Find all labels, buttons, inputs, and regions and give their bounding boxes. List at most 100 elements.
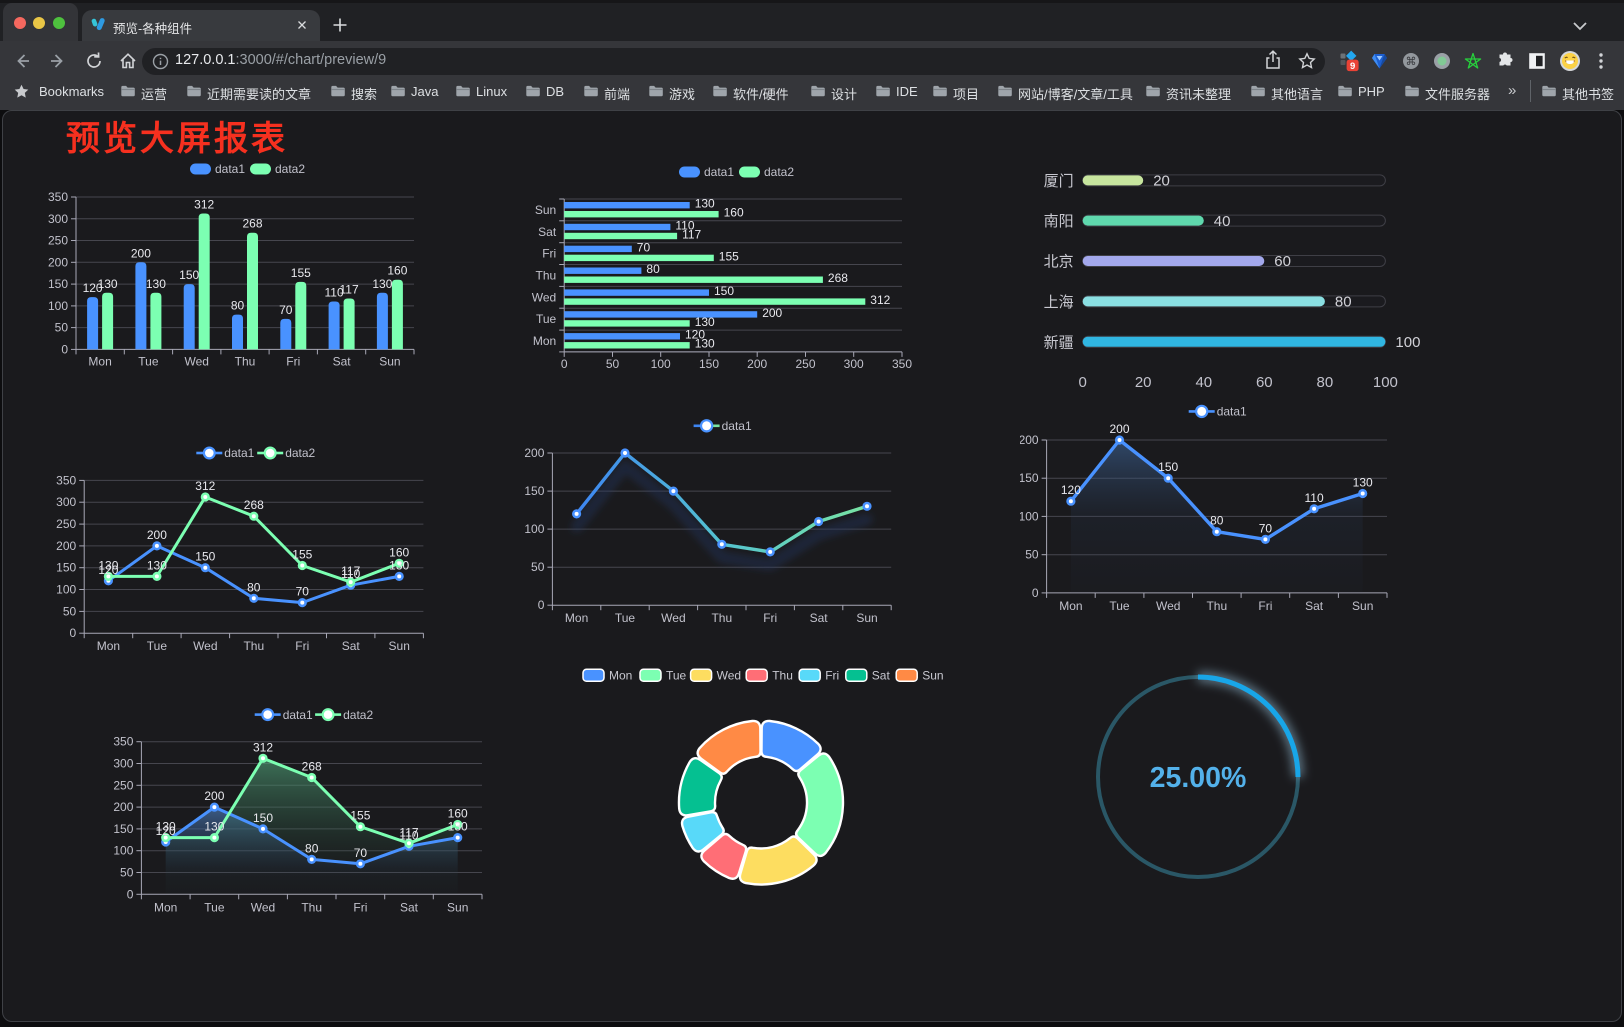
svg-text:Wed: Wed [193, 639, 217, 653]
svg-text:Wed: Wed [1156, 599, 1180, 613]
svg-text:150: 150 [714, 284, 734, 298]
svg-text:Mon: Mon [154, 900, 177, 914]
svg-text:Tue: Tue [1109, 599, 1130, 613]
svg-text:350: 350 [113, 735, 133, 749]
svg-text:Thu: Thu [243, 639, 264, 653]
svg-text:160: 160 [448, 807, 468, 821]
svg-text:150: 150 [179, 268, 199, 282]
svg-text:312: 312 [870, 293, 890, 307]
svg-text:厦门: 厦门 [1044, 173, 1074, 190]
svg-text:200: 200 [762, 306, 782, 320]
svg-text:50: 50 [120, 866, 134, 880]
svg-text:Sat: Sat [400, 900, 419, 914]
svg-text:70: 70 [279, 303, 293, 317]
svg-text:200: 200 [1020, 433, 1039, 447]
svg-text:Tue: Tue [615, 611, 636, 625]
svg-text:130: 130 [156, 820, 176, 834]
svg-text:200: 200 [524, 446, 544, 460]
svg-text:25.00%: 25.00% [1150, 762, 1247, 794]
svg-text:Thu: Thu [235, 354, 256, 368]
svg-text:50: 50 [63, 604, 77, 618]
svg-text:0: 0 [1079, 374, 1087, 391]
svg-text:Sun: Sun [1352, 599, 1373, 613]
svg-text:100: 100 [524, 522, 544, 536]
svg-text:100: 100 [56, 583, 76, 597]
svg-text:80: 80 [646, 262, 660, 276]
svg-text:120: 120 [83, 281, 103, 295]
svg-text:160: 160 [389, 545, 409, 559]
svg-text:Sat: Sat [342, 639, 361, 653]
svg-text:200: 200 [1109, 422, 1129, 436]
svg-text:130: 130 [372, 277, 392, 291]
svg-text:250: 250 [795, 357, 815, 371]
svg-text:Tue: Tue [536, 312, 557, 326]
svg-text:Fri: Fri [542, 247, 556, 261]
svg-text:120: 120 [1061, 483, 1081, 497]
svg-text:110: 110 [341, 567, 360, 581]
svg-text:130: 130 [695, 315, 715, 329]
svg-text:250: 250 [113, 778, 133, 792]
svg-text:117: 117 [682, 227, 701, 241]
svg-text:Thu: Thu [1206, 599, 1227, 613]
svg-text:250: 250 [48, 234, 68, 248]
svg-text:200: 200 [131, 246, 151, 260]
svg-text:100: 100 [48, 299, 68, 313]
svg-text:120: 120 [98, 563, 118, 577]
svg-text:Tue: Tue [666, 669, 687, 683]
svg-text:Sun: Sun [856, 611, 877, 625]
svg-text:Fri: Fri [286, 354, 300, 368]
svg-text:60: 60 [1256, 374, 1273, 391]
svg-text:data1: data1 [704, 165, 734, 179]
svg-text:268: 268 [242, 217, 262, 231]
svg-text:300: 300 [844, 357, 864, 371]
svg-text:20: 20 [1135, 374, 1152, 391]
svg-text:Sun: Sun [922, 669, 943, 683]
svg-text:data1: data1 [215, 162, 245, 176]
svg-text:110: 110 [325, 286, 344, 300]
svg-text:Fri: Fri [763, 611, 777, 625]
svg-text:150: 150 [253, 811, 273, 825]
svg-text:100: 100 [1373, 374, 1398, 391]
svg-text:上海: 上海 [1044, 294, 1074, 311]
svg-text:0: 0 [561, 357, 568, 371]
svg-text:Mon: Mon [97, 639, 120, 653]
svg-text:350: 350 [892, 357, 912, 371]
svg-text:117: 117 [341, 564, 360, 578]
svg-text:80: 80 [1335, 294, 1352, 311]
svg-text:150: 150 [113, 822, 133, 836]
svg-text:150: 150 [48, 277, 68, 291]
svg-text:data1: data1 [224, 446, 254, 460]
svg-text:268: 268 [244, 498, 264, 512]
svg-text:Fri: Fri [825, 669, 839, 683]
svg-text:Mon: Mon [88, 354, 111, 368]
svg-text:data2: data2 [764, 165, 794, 179]
svg-text:Sun: Sun [447, 900, 468, 914]
svg-text:50: 50 [606, 357, 620, 371]
svg-text:Sun: Sun [535, 203, 556, 217]
svg-text:Sat: Sat [810, 611, 829, 625]
svg-text:150: 150 [699, 357, 719, 371]
svg-text:Wed: Wed [717, 669, 741, 683]
svg-text:50: 50 [55, 321, 69, 335]
svg-text:150: 150 [56, 561, 76, 575]
svg-text:20: 20 [1153, 173, 1170, 190]
svg-text:Fri: Fri [1258, 599, 1272, 613]
svg-text:data2: data2 [275, 162, 305, 176]
svg-text:Tue: Tue [204, 900, 225, 914]
svg-text:155: 155 [291, 266, 311, 280]
svg-text:80: 80 [231, 299, 245, 313]
svg-text:Mon: Mon [533, 334, 556, 348]
svg-text:data1: data1 [1217, 405, 1247, 419]
svg-text:0: 0 [61, 342, 68, 356]
svg-text:150: 150 [524, 484, 544, 498]
svg-text:Sat: Sat [333, 354, 352, 368]
svg-text:Thu: Thu [301, 900, 322, 914]
svg-text:⌘: ⌘ [1406, 56, 1417, 68]
svg-text:Sat: Sat [1305, 599, 1324, 613]
svg-text:200: 200 [48, 255, 68, 269]
svg-text:155: 155 [719, 249, 739, 263]
svg-text:data2: data2 [343, 708, 373, 722]
svg-text:data1: data1 [722, 419, 752, 433]
svg-text:200: 200 [204, 789, 224, 803]
svg-text:110: 110 [675, 218, 694, 232]
